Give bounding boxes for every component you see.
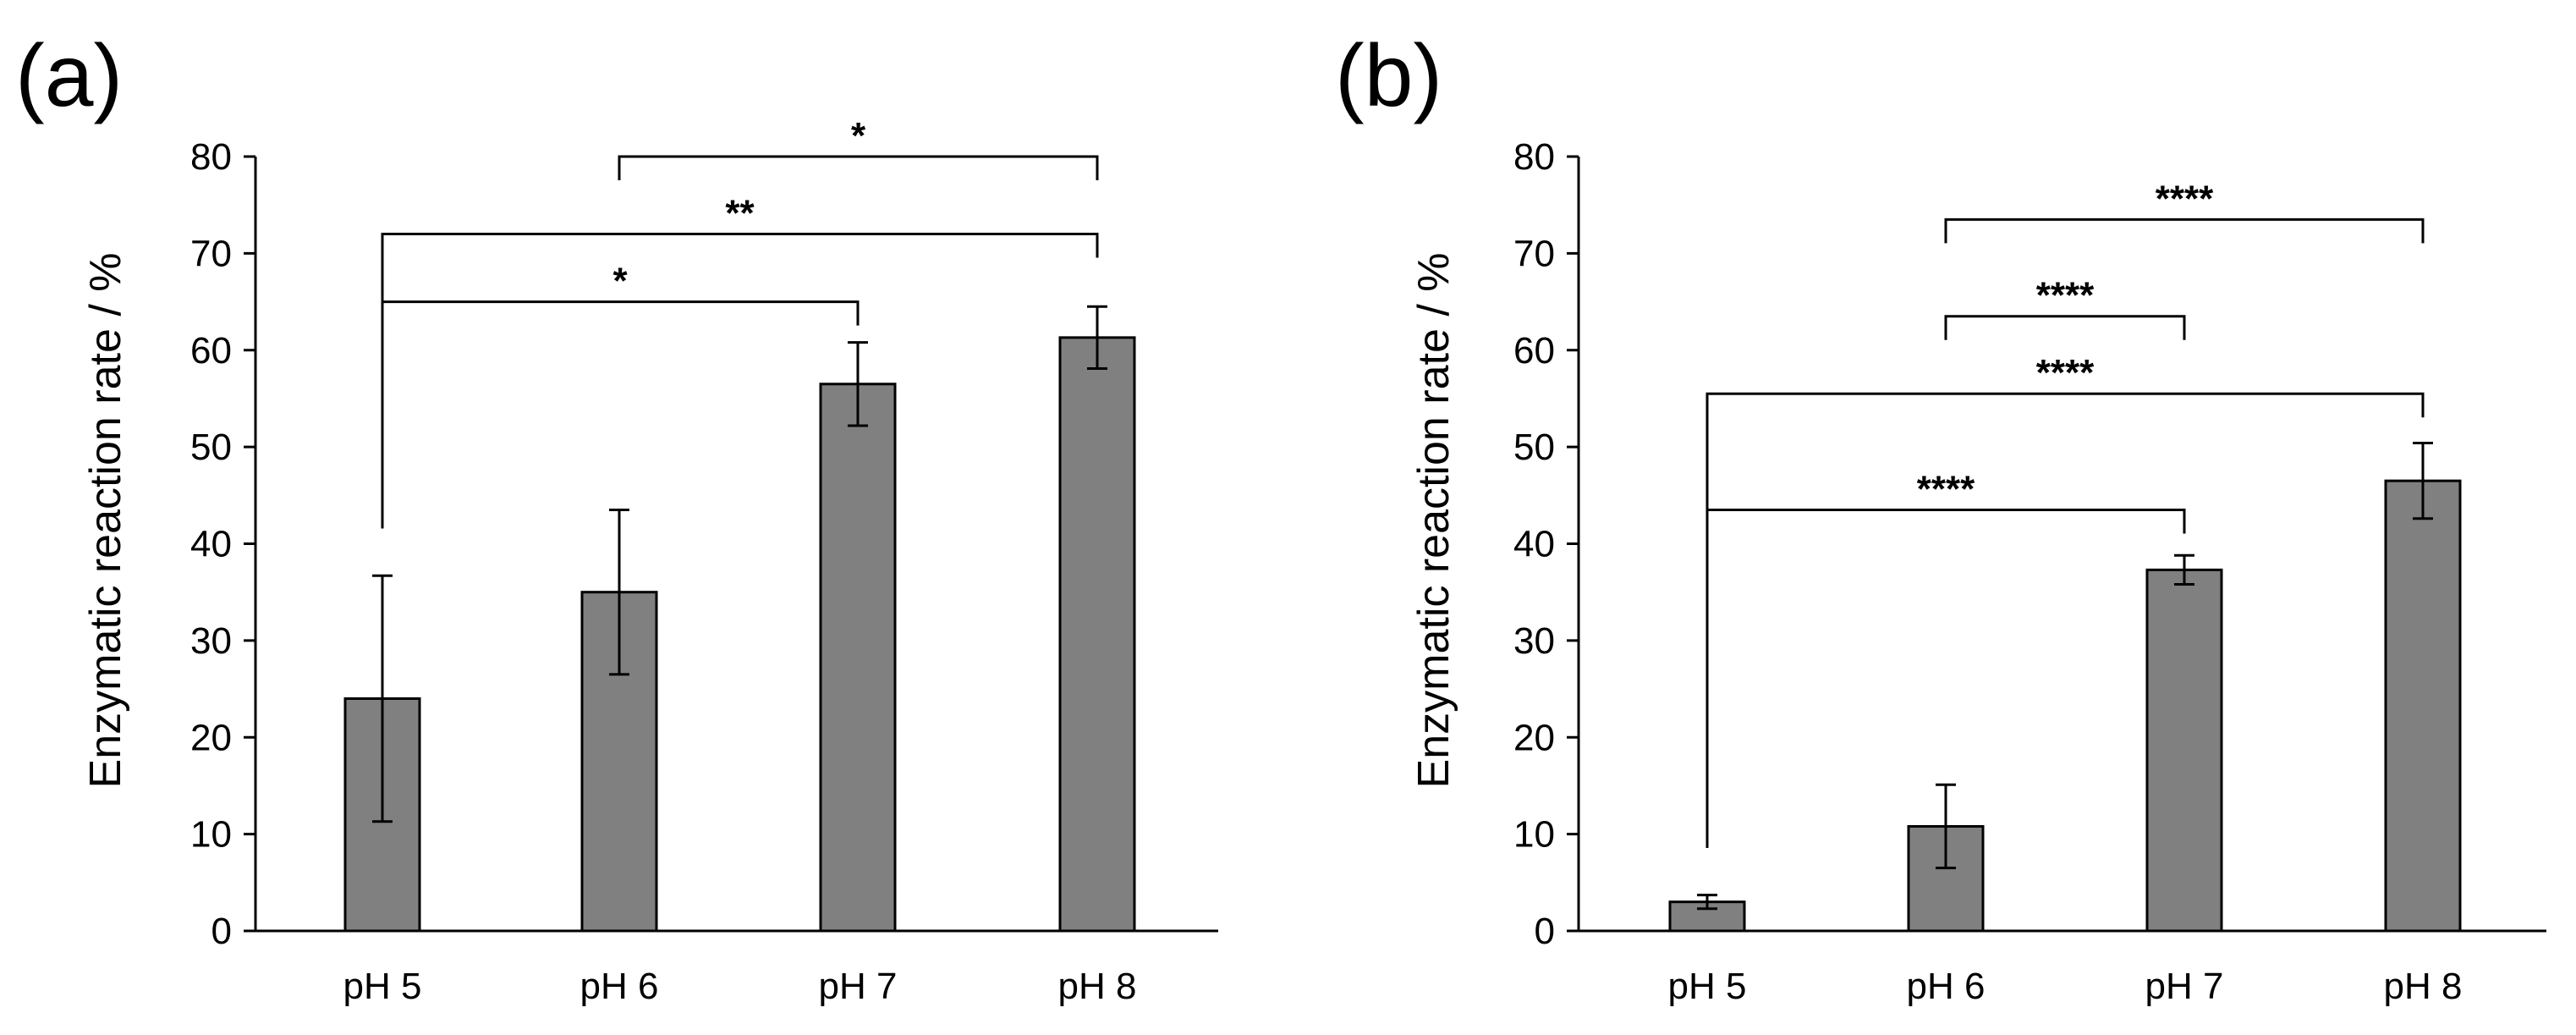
significance-bracket (1944, 217, 2425, 244)
y-tick-label: 60 (1513, 330, 1555, 372)
x-tick-label: pH 5 (1668, 966, 1747, 1007)
significance-label: * (851, 115, 866, 157)
bar-ph-8 (2384, 479, 2462, 933)
y-tick-label: 0 (211, 911, 232, 952)
y-tick-label: 0 (1535, 911, 1555, 952)
y-tick-label: 40 (190, 524, 232, 565)
y-tick-label: 50 (190, 427, 232, 468)
y-axis-ticks: 0 10 20 30 40 50 60 70 80 (1513, 136, 1579, 952)
significance-label: **** (2156, 178, 2214, 219)
y-tick-label: 20 (1513, 717, 1555, 758)
y-axis-ticks: 0 10 20 30 40 50 60 70 80 (190, 136, 255, 952)
y-tick-label: 10 (1513, 814, 1555, 856)
y-tick-label: 10 (190, 814, 232, 856)
significance-label: **** (2036, 352, 2095, 394)
significance-bracket (1944, 315, 2186, 340)
significance-brackets: **** **** **** **** (1705, 178, 2425, 848)
y-tick-label: 50 (1513, 427, 1555, 468)
error-bars (1697, 442, 2433, 911)
panel-label: (b) (1335, 27, 1442, 125)
y-tick-label: 80 (190, 136, 232, 178)
significance-bracket (618, 155, 1099, 180)
x-tick-label: pH 7 (819, 966, 898, 1007)
panel-label: (a) (15, 27, 123, 125)
y-tick-label: 20 (190, 717, 232, 758)
significance-bracket (381, 233, 1099, 529)
y-tick-label: 70 (190, 233, 232, 274)
chart-panel-a: (a) Enzymatic reaction rate / % 0 10 20 30 4… (15, 27, 1218, 1007)
chart-panel-b: (b) Enzymatic reaction rate / % 0 10 20 30 4… (1335, 27, 2546, 1007)
y-axis-title: Enzymatic reaction rate / % (81, 253, 130, 789)
x-tick-label: pH 6 (1907, 966, 1986, 1007)
bar-ph-8 (1058, 336, 1136, 933)
significance-bracket (381, 300, 860, 529)
x-axis-labels: pH 5 pH 6 pH 7 pH 8 (343, 966, 1137, 1007)
significance-label: **** (1917, 468, 1975, 509)
x-tick-label: pH 6 (580, 966, 659, 1007)
bar-ph-7 (819, 383, 897, 933)
significance-label: * (612, 261, 628, 302)
x-tick-label: pH 7 (2145, 966, 2224, 1007)
axes (254, 157, 1218, 933)
y-tick-label: 40 (1513, 524, 1555, 565)
significance-label: **** (2036, 275, 2095, 317)
bar-ph-7 (2145, 568, 2223, 933)
axes (1577, 157, 2546, 933)
y-tick-label: 80 (1513, 136, 1555, 178)
x-axis-labels: pH 5 pH 6 pH 7 pH 8 (1668, 966, 2463, 1007)
significance-bracket (1705, 392, 2425, 848)
significance-brackets: **** (381, 115, 1099, 529)
y-tick-label: 70 (1513, 233, 1555, 274)
y-axis-title: Enzymatic reaction rate / % (1409, 253, 1458, 789)
y-tick-label: 30 (1513, 620, 1555, 662)
y-tick-label: 60 (190, 330, 232, 372)
x-tick-label: pH 8 (2384, 966, 2463, 1007)
significance-label: ** (725, 193, 755, 234)
x-tick-label: pH 5 (343, 966, 422, 1007)
y-tick-label: 30 (190, 620, 232, 662)
bars (1668, 479, 2462, 933)
bars (343, 336, 1136, 933)
x-tick-label: pH 8 (1058, 966, 1137, 1007)
error-bars (372, 305, 1107, 823)
